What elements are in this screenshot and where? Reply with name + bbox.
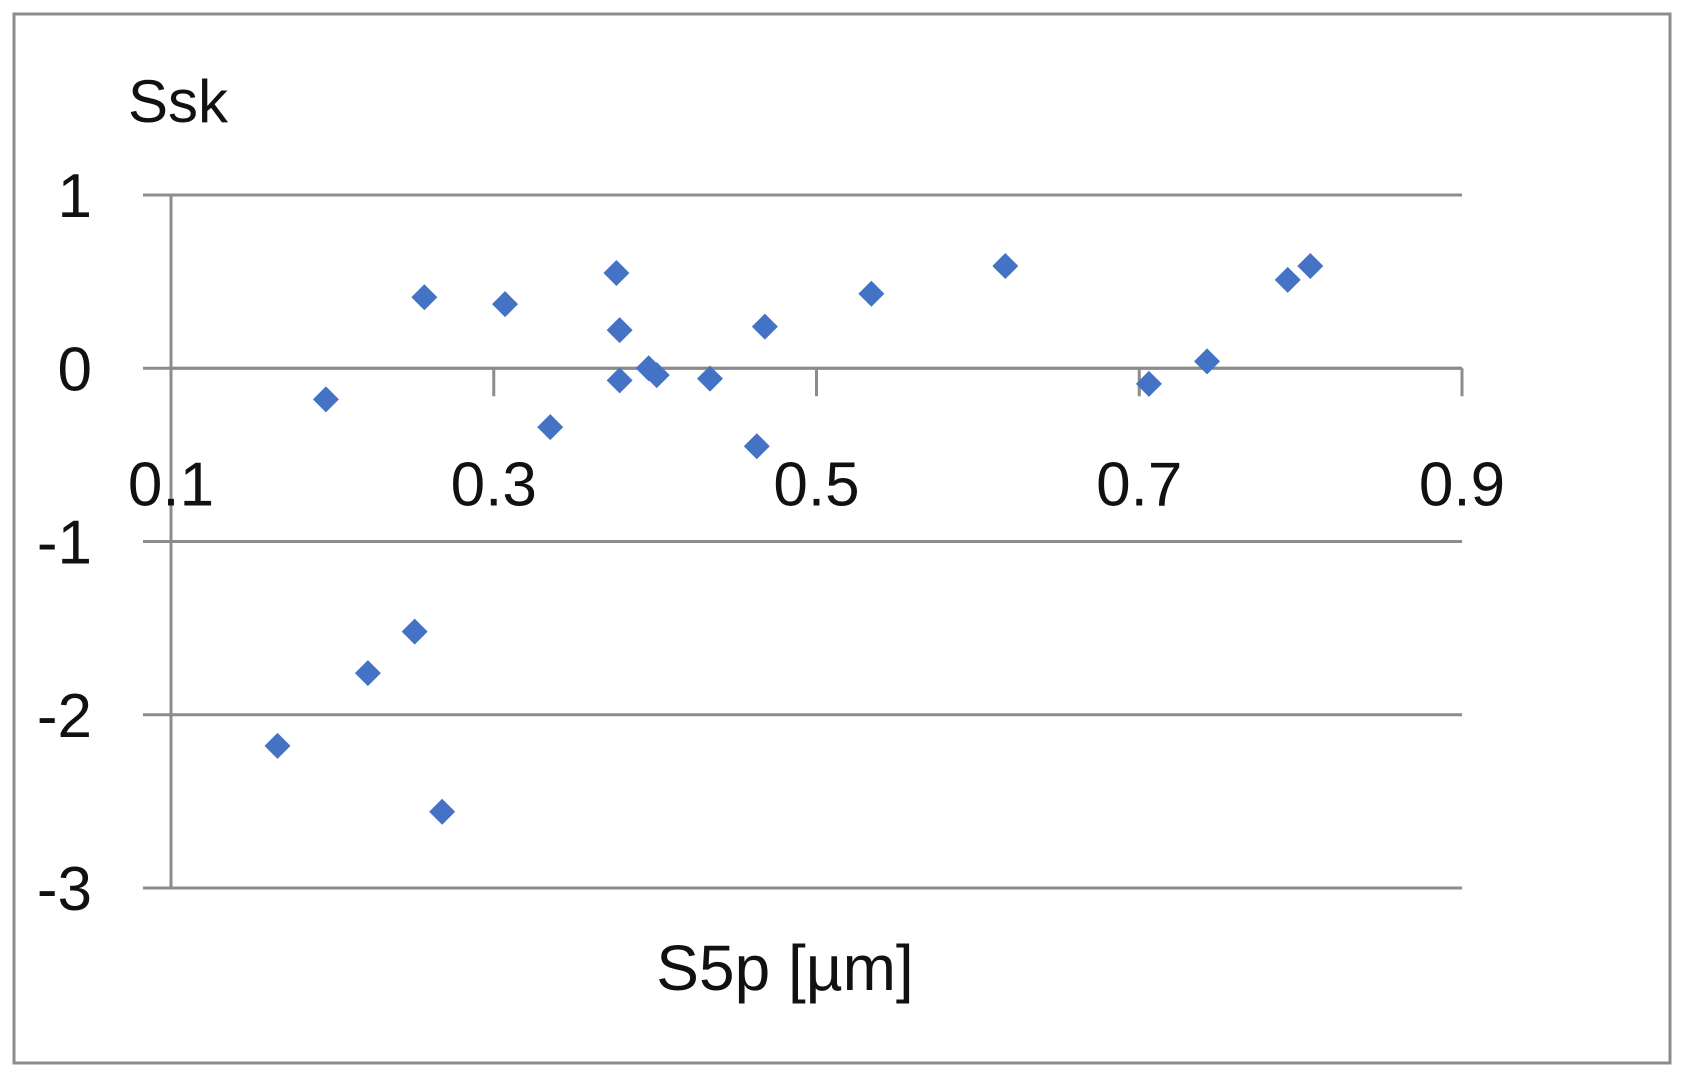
data-point — [1194, 348, 1221, 375]
data-point — [858, 280, 885, 307]
y-tick-label: -1 — [37, 509, 92, 578]
x-axis-label: S5p [µm] — [656, 932, 913, 1004]
y-tick-label: 1 — [58, 162, 92, 231]
data-point — [537, 414, 564, 441]
data-point — [492, 291, 519, 318]
x-tick-label: 0.3 — [451, 450, 537, 519]
data-point — [696, 365, 723, 392]
data-points — [264, 253, 1324, 825]
data-point — [411, 284, 438, 311]
data-point — [429, 798, 456, 825]
x-tick-label: 0.1 — [128, 450, 214, 519]
x-tick-label: 0.5 — [773, 450, 859, 519]
data-point — [606, 317, 633, 344]
tick-labels: 1 0 -1 -2 -3 0.1 0.3 0.5 0.7 0.9 — [37, 162, 1505, 924]
y-tick-label: -2 — [37, 682, 92, 751]
data-point — [354, 660, 381, 687]
data-point — [312, 386, 339, 413]
x-tick-label: 0.7 — [1096, 450, 1182, 519]
data-point — [992, 253, 1019, 280]
x-tick-label: 0.9 — [1419, 450, 1505, 519]
data-point — [603, 259, 630, 286]
y-axis-label: Ssk — [128, 68, 229, 135]
data-point — [1274, 266, 1301, 293]
data-point — [751, 313, 778, 340]
data-point — [643, 362, 670, 389]
y-tick-label: -3 — [37, 855, 92, 924]
axes — [169, 195, 1464, 888]
data-point — [1135, 370, 1162, 397]
data-point — [606, 367, 633, 394]
y-tick-label: 0 — [58, 335, 92, 404]
data-point — [264, 732, 291, 759]
chart-border — [12, 12, 1672, 1065]
data-point — [1297, 253, 1324, 280]
data-point — [743, 433, 770, 460]
data-point — [401, 618, 428, 645]
